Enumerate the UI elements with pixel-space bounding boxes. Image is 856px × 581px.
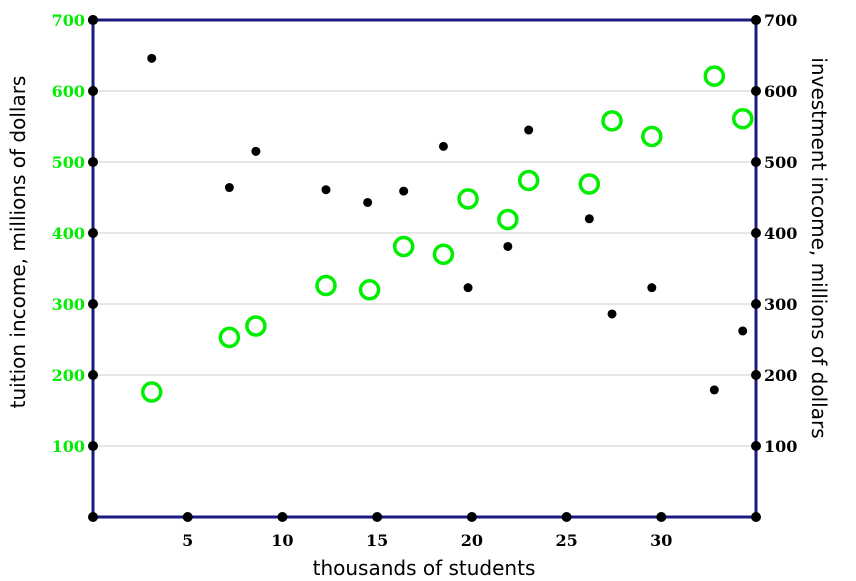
investment-point (709, 385, 719, 395)
right-tick-label: 400 (764, 224, 797, 243)
investment-point (463, 283, 473, 293)
plot-frame (91, 18, 758, 519)
right-tick-label: 100 (764, 437, 797, 456)
corner-dot (88, 15, 98, 25)
x-axis-dot (182, 512, 193, 522)
x-axis-dot (656, 512, 667, 522)
tuition-point (358, 279, 381, 301)
right-axis-dot (751, 86, 761, 96)
investment-point (147, 53, 157, 63)
right-tick-label: 200 (764, 366, 797, 385)
investment-point (524, 125, 534, 135)
left-axis-dot (88, 228, 98, 238)
corner-dot (751, 512, 761, 522)
tuition-point (432, 243, 455, 266)
x-tick-label: 30 (650, 531, 672, 550)
right-tick-label: 300 (764, 295, 797, 314)
corner-dot (88, 512, 98, 522)
tuition-point (703, 65, 726, 87)
left-axis-dot (88, 370, 98, 380)
left-tick-label: 400 (52, 224, 85, 243)
left-axis-dot (88, 157, 98, 167)
investment-point (607, 309, 617, 319)
data-points (140, 53, 754, 403)
tuition-point (457, 188, 479, 210)
left-tick-label: 100 (52, 437, 85, 456)
right-axis-dot (751, 228, 761, 238)
tick-labels: 100 200 300 400 500 600 700 100 200 300 400 500 600 7… (52, 11, 798, 550)
tuition-point (497, 208, 519, 231)
investment-point (251, 146, 261, 156)
corner-dot (751, 15, 761, 25)
tuition-point (245, 315, 267, 337)
x-axis-dot (277, 512, 288, 522)
tuition-point (517, 169, 540, 192)
investment-point (224, 183, 234, 193)
right-axis-dot (751, 157, 761, 167)
investment-point (584, 214, 594, 224)
right-axis-dot (751, 441, 761, 451)
left-axis-dot (88, 441, 98, 451)
tuition-point (315, 274, 337, 297)
investment-point (738, 326, 748, 336)
right-tick-label: 700 (764, 11, 797, 30)
left-axis-title: tuition income, millions of dollars (6, 76, 30, 409)
x-tick-label: 15 (366, 531, 388, 550)
tuition-point (641, 125, 663, 148)
x-tick-label: 20 (461, 531, 483, 550)
investment-point (438, 141, 448, 151)
investment-point (503, 241, 513, 251)
investment-point (321, 185, 331, 195)
tuition-point (140, 381, 163, 403)
x-axis-title: thousands of students (313, 556, 536, 580)
tuition-point (731, 107, 754, 130)
axis-tick-dots (88, 15, 761, 522)
tuition-point (218, 326, 241, 349)
right-axis-title: investment income, millions of dollars (807, 57, 831, 438)
left-axis-dot (88, 299, 98, 309)
right-tick-label: 500 (764, 153, 797, 172)
grid-lines (93, 90, 756, 447)
x-tick-label: 5 (182, 531, 193, 550)
right-axis-dot (751, 299, 761, 309)
left-tick-label: 500 (52, 153, 85, 172)
left-tick-label: 600 (52, 82, 85, 101)
investment-point (647, 283, 657, 293)
left-tick-label: 700 (52, 11, 85, 30)
left-axis-dot (88, 86, 98, 96)
tuition-point (601, 110, 623, 132)
tuition-point (578, 173, 601, 195)
investment-point (363, 197, 373, 207)
x-tick-label: 25 (555, 531, 577, 550)
x-axis-dot (466, 512, 477, 522)
tuition-point (392, 235, 415, 258)
left-tick-label: 300 (52, 295, 85, 314)
right-tick-label: 600 (764, 82, 797, 101)
x-axis-dot (561, 512, 572, 522)
x-axis-dot (372, 512, 383, 522)
investment-point (399, 186, 409, 196)
x-tick-label: 10 (271, 531, 293, 550)
left-tick-label: 200 (52, 366, 85, 385)
right-axis-dot (751, 370, 761, 380)
